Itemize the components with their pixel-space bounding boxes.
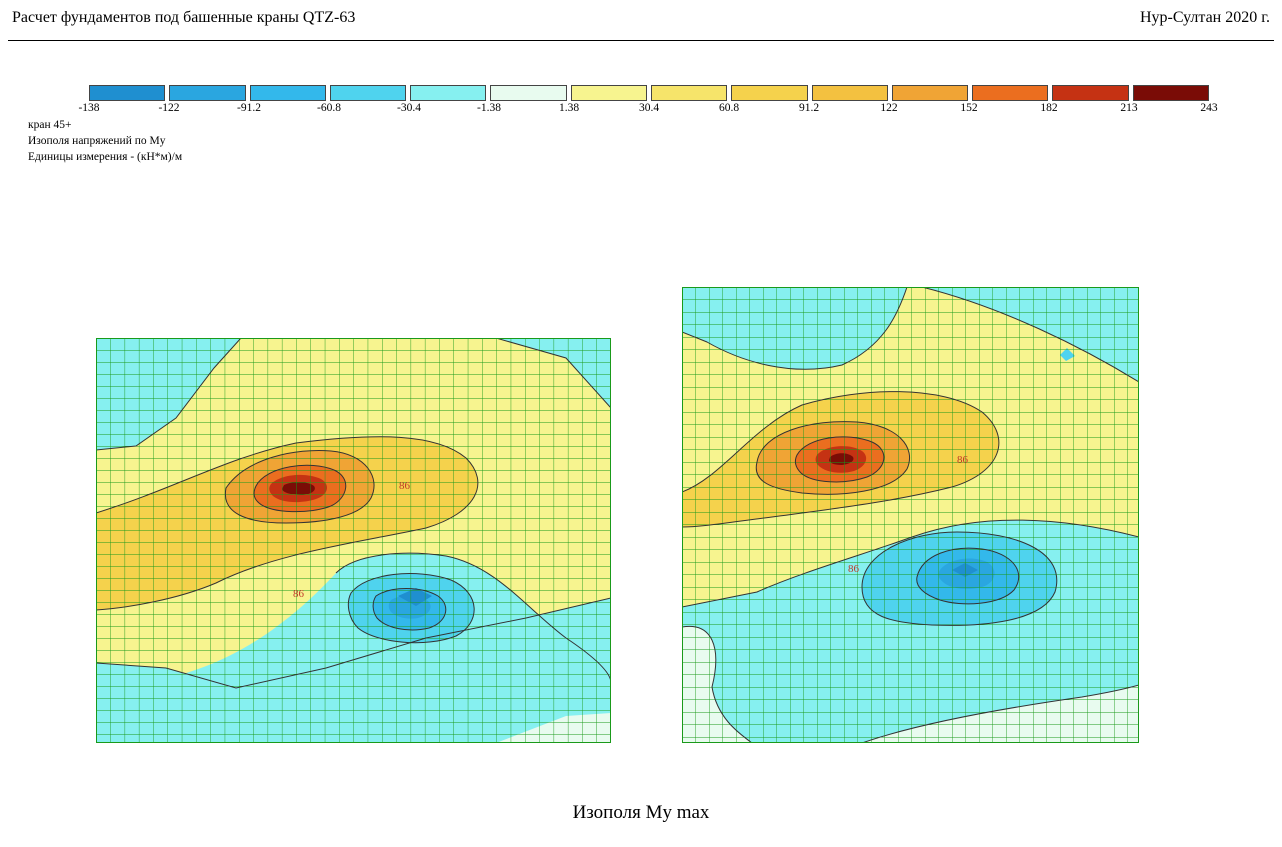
legend-swatch: [490, 85, 567, 101]
legend-tick-label: -91.2: [237, 102, 261, 114]
legend-tick-label: -1.38: [477, 102, 501, 114]
legend-tick-label: 30.4: [638, 102, 660, 114]
legend-tick-label: 91.2: [798, 102, 820, 114]
contour-plot-right: 86 86: [682, 287, 1139, 743]
plot-frame-left: [96, 338, 611, 743]
color-legend-ticks: -138 -122 -91.2 -60.8 -30.4 -1.38 1.38 30.4 60.8…: [78, 102, 1219, 118]
mesh-grid-right: [682, 287, 1139, 743]
legend-swatch: [972, 85, 1049, 101]
contour-label-right-lower: 86: [848, 563, 860, 575]
legend-tick-label: -30.4: [397, 102, 421, 114]
legend-tick-label: 152: [960, 102, 978, 114]
legend-swatch: [249, 85, 326, 101]
legend-tick-label: 122: [880, 102, 898, 114]
contour-label-left-lower: 86: [293, 588, 305, 600]
legend-tick-label: 243: [1200, 102, 1218, 114]
legend-swatch: [410, 85, 487, 101]
header-place-year: Нур-Султан 2020 г.: [1139, 9, 1270, 26]
legend-swatch: [650, 85, 728, 101]
contour-label-left-upper: 86: [399, 480, 411, 492]
contour-lines-right: [682, 287, 1139, 743]
legend-tick-label: 1.38: [558, 102, 580, 114]
header-divider: [8, 40, 1274, 41]
info-line-load-case: кран 45+: [28, 119, 72, 131]
legend-swatch: [731, 85, 808, 101]
contour-plot-left: 86 86: [96, 338, 611, 743]
plot-info: кран 45+ Изополя напряжений по My Единиц…: [28, 117, 182, 165]
legend-swatch: [570, 85, 647, 101]
info-line-units: Единицы измерения - (кН*м)/м: [28, 151, 183, 163]
info-line-field: Изополя напряжений по My: [28, 135, 166, 147]
color-legend-bar: [89, 85, 1209, 101]
header-title: Расчет фундаментов под башенные краны QT…: [12, 9, 356, 26]
legend-swatch: [89, 85, 166, 101]
legend-tick-label: -138: [78, 102, 100, 114]
legend-tick-label: 60.8: [718, 102, 740, 114]
legend-swatch: [329, 85, 407, 101]
figure-caption: Изополя My max: [572, 802, 710, 823]
legend-swatch: [169, 85, 246, 101]
contour-label-right-upper: 86: [957, 454, 969, 466]
legend-tick-label: 213: [1120, 102, 1138, 114]
legend-swatch: [1132, 85, 1209, 101]
plot-frame-right: [682, 287, 1139, 743]
legend-tick-label: -122: [158, 102, 180, 114]
mesh-grid-left: [96, 338, 611, 743]
legend-tick-label: -60.8: [317, 102, 341, 114]
legend-tick-label: 182: [1040, 102, 1058, 114]
legend-swatch: [891, 85, 969, 101]
legend-swatch: [811, 85, 888, 101]
contour-lines-left: [96, 338, 611, 689]
legend-swatch: [1052, 85, 1129, 101]
